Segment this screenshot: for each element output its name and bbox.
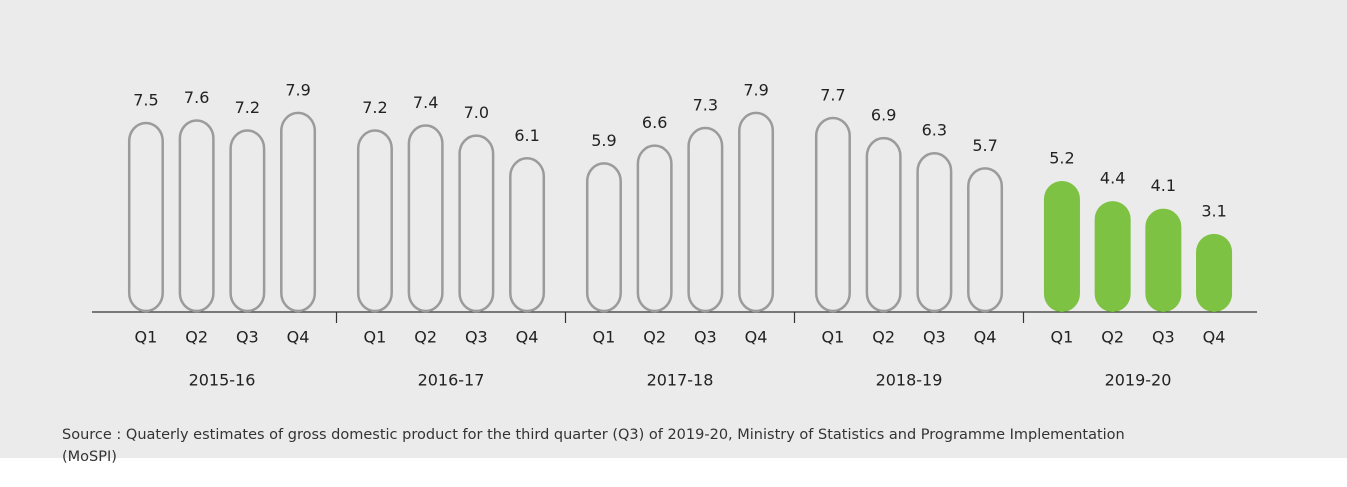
group-label: 2015-16 <box>189 371 256 390</box>
x-tick-label: Q1 <box>822 328 845 347</box>
x-tick-label: Q1 <box>364 328 387 347</box>
x-tick-label: Q4 <box>1203 328 1226 347</box>
bar <box>407 124 444 313</box>
bar <box>356 129 393 313</box>
bar <box>127 121 164 313</box>
value-label: 6.9 <box>871 106 896 125</box>
bar <box>967 167 1004 313</box>
bar <box>1196 233 1233 312</box>
value-label: 4.4 <box>1100 169 1125 188</box>
value-label: 3.1 <box>1201 201 1226 220</box>
x-tick-label: Q1 <box>135 328 158 347</box>
bar <box>458 134 495 313</box>
bar <box>687 126 724 313</box>
value-label: 7.4 <box>413 93 438 112</box>
value-label: 6.3 <box>922 121 947 140</box>
bar <box>585 162 622 313</box>
x-tick-label: Q1 <box>593 328 616 347</box>
bar <box>1094 201 1131 312</box>
x-tick-label: Q2 <box>872 328 895 347</box>
group-label: 2018-19 <box>876 371 943 390</box>
bar <box>280 111 317 313</box>
bar <box>916 151 953 313</box>
x-tick-label: Q3 <box>236 328 259 347</box>
value-label: 7.5 <box>133 91 158 110</box>
value-label: 7.9 <box>743 80 768 99</box>
group-label: 2019-20 <box>1105 371 1172 390</box>
bar <box>1145 208 1182 312</box>
x-tick-label: Q2 <box>1101 328 1124 347</box>
value-label: 7.9 <box>285 80 310 99</box>
value-label: 7.2 <box>235 98 260 117</box>
x-tick-label: Q3 <box>694 328 717 347</box>
value-label: 6.6 <box>642 113 667 132</box>
value-label: 6.1 <box>514 126 539 145</box>
bar <box>509 157 546 313</box>
bar <box>814 116 851 313</box>
x-tick-label: Q4 <box>287 328 310 347</box>
bar <box>178 119 215 313</box>
x-tick-label: Q2 <box>414 328 437 347</box>
value-label: 5.2 <box>1049 148 1074 167</box>
value-label: 7.2 <box>362 98 387 117</box>
x-tick-label: Q4 <box>974 328 997 347</box>
x-tick-label: Q3 <box>1152 328 1175 347</box>
bar <box>229 129 266 313</box>
x-tick-label: Q1 <box>1051 328 1074 347</box>
x-tick-label: Q4 <box>516 328 539 347</box>
x-tick-label: Q2 <box>643 328 666 347</box>
value-label: 7.7 <box>820 85 845 104</box>
x-tick-label: Q2 <box>185 328 208 347</box>
bar <box>1043 180 1080 312</box>
value-label: 7.3 <box>693 96 718 115</box>
value-label: 5.9 <box>591 131 616 150</box>
x-tick-label: Q4 <box>745 328 768 347</box>
value-label: 4.1 <box>1151 176 1176 195</box>
x-tick-label: Q3 <box>465 328 488 347</box>
group-label: 2016-17 <box>418 371 485 390</box>
bar <box>738 111 775 313</box>
value-label: 7.0 <box>464 103 489 122</box>
bar <box>636 144 673 313</box>
chart: 2015-16 Q1 7.5 Q2 7.6 Q3 7.2 Q4 7.9 2016-17 Q1 7.2 Q… <box>92 80 1257 390</box>
group-label: 2017-18 <box>647 371 714 390</box>
bar <box>865 136 902 313</box>
x-tick-label: Q3 <box>923 328 946 347</box>
source-note: Source : Quaterly estimates of gross dom… <box>62 427 1125 465</box>
value-label: 5.7 <box>972 136 997 155</box>
value-label: 7.6 <box>184 88 209 107</box>
